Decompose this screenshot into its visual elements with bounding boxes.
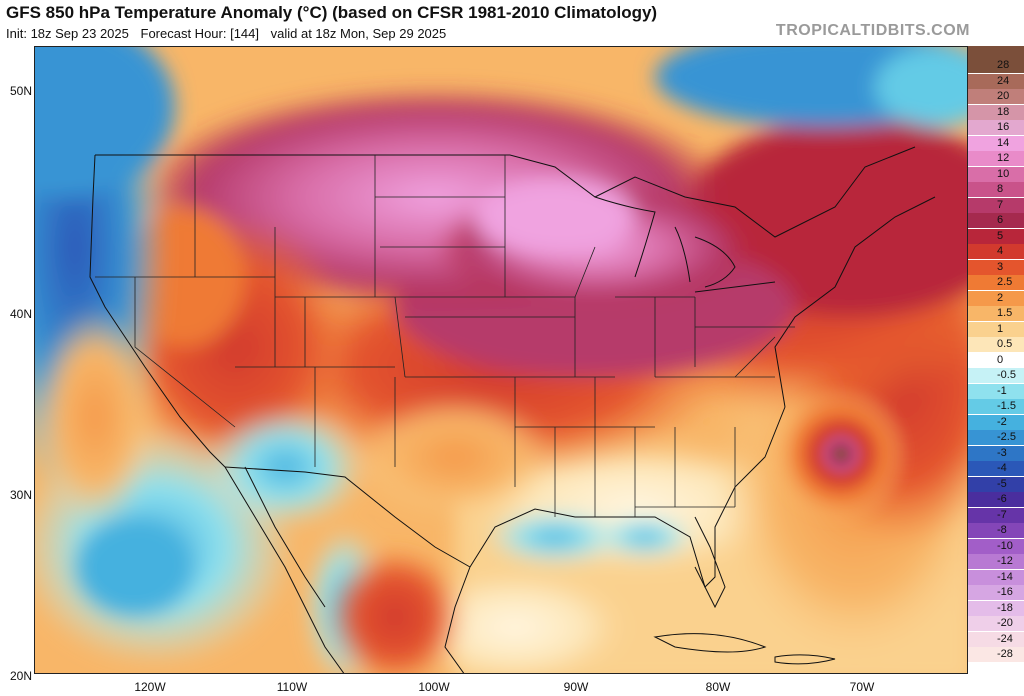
lon-label-110w: 110W: [276, 680, 308, 694]
colorbar-level-label: -14: [997, 570, 1013, 583]
colorbar-level-label: -7: [997, 508, 1007, 521]
colorbar-level-label: 12: [997, 152, 1010, 164]
colorbar-level-label: 7: [997, 198, 1004, 211]
colorbar-level: -2.5: [968, 430, 1024, 445]
colorbar-level: 18: [968, 104, 1024, 120]
colorbar-level: 2: [968, 290, 1024, 306]
colorbar-level: 24: [968, 73, 1024, 89]
colorbar-level-label: -0.5: [997, 369, 1016, 381]
colorbar-level-label: 14: [997, 136, 1010, 149]
colorbar-level: 8: [968, 182, 1024, 197]
colorbar-level-label: -1: [997, 384, 1007, 397]
colorbar-level-label: -20: [997, 617, 1013, 629]
colorbar-level: -16: [968, 585, 1024, 600]
colorbar-level: -24: [968, 631, 1024, 647]
anomaly-map-svg: [35, 47, 967, 673]
colorbar-level: 0.5: [968, 337, 1024, 352]
lon-label-70w: 70W: [849, 680, 875, 694]
colorbar-level: -14: [968, 569, 1024, 585]
valid-time: valid at 18z Mon, Sep 29 2025: [270, 26, 447, 41]
colorbar-level: -10: [968, 538, 1024, 554]
lat-label-20n: 20N: [9, 669, 32, 683]
lon-label-120w: 120W: [134, 680, 166, 694]
colorbar-level: -28: [968, 647, 1024, 662]
colorbar-level-label: 20: [997, 90, 1010, 102]
colorbar-level-label: -6: [997, 493, 1007, 505]
forecast-hour: Forecast Hour: [144]: [140, 26, 260, 41]
colorbar-level-label: 18: [997, 105, 1010, 118]
lat-label-30n: 30N: [9, 488, 32, 502]
colorbar-level-label: -18: [997, 601, 1013, 614]
colorbar-level-label: 6: [997, 214, 1004, 226]
lon-label-80w: 80W: [705, 680, 731, 694]
colorbar-level: -7: [968, 507, 1024, 523]
colorbar-level-label: -5: [997, 477, 1007, 490]
colorbar-level: 5: [968, 228, 1024, 244]
lat-label-50n: 50N: [9, 84, 32, 98]
colorbar-level: -1.5: [968, 399, 1024, 414]
colorbar-level-label: 10: [997, 167, 1010, 180]
anomaly-map: [34, 46, 968, 674]
colorbar-level: 14: [968, 135, 1024, 151]
colorbar-level-label: 0: [997, 353, 1004, 366]
colorbar-level: -5: [968, 476, 1024, 492]
lon-label-100w: 100W: [418, 680, 450, 694]
colorbar-level-label: -3: [997, 446, 1007, 459]
colorbar-level: -4: [968, 461, 1024, 476]
colorbar-level: -2: [968, 414, 1024, 430]
colorbar: 28 24 20 18 16 14 12 10 8 7 6 5 4 3 2.5 2 1.5 1 0.5 0 -0.5 -1…: [968, 46, 1024, 674]
colorbar-level: -18: [968, 600, 1024, 616]
colorbar-level: 6: [968, 213, 1024, 228]
colorbar-level: 4: [968, 244, 1024, 259]
colorbar-level-label: -28: [997, 648, 1013, 660]
colorbar-level-label: -1.5: [997, 400, 1016, 412]
colorbar-level-label: -16: [997, 586, 1013, 598]
colorbar-level: -12: [968, 554, 1024, 569]
colorbar-level-label: -24: [997, 632, 1013, 645]
colorbar-level-label: -8: [997, 524, 1007, 536]
colorbar-level: 1: [968, 321, 1024, 337]
colorbar-level-label: 2.5: [997, 276, 1013, 288]
colorbar-level: 20: [968, 89, 1024, 104]
colorbar-level: 0: [968, 352, 1024, 368]
colorbar-cap: [968, 46, 1024, 58]
colorbar-level-label: -12: [997, 555, 1013, 567]
colorbar-level: 2.5: [968, 275, 1024, 290]
colorbar-level-label: 5: [997, 229, 1004, 242]
colorbar-level-label: 3: [997, 260, 1004, 273]
map-subtitle: Init: 18z Sep 23 2025 Forecast Hour: [14…: [6, 26, 454, 41]
colorbar-level-label: -4: [997, 462, 1007, 474]
colorbar-level: -0.5: [968, 368, 1024, 383]
colorbar-level: 1.5: [968, 306, 1024, 321]
colorbar-level: 16: [968, 120, 1024, 135]
colorbar-level-label: 24: [997, 74, 1010, 87]
lat-label-40n: 40N: [9, 307, 32, 321]
colorbar-level-label: 0.5: [997, 338, 1013, 350]
colorbar-level-label: -2: [997, 415, 1007, 428]
colorbar-level: 28: [968, 58, 1024, 73]
map-title: GFS 850 hPa Temperature Anomaly (°C) (ba…: [6, 3, 658, 22]
colorbar-level: -6: [968, 492, 1024, 507]
site-watermark: TROPICALTIDBITS.COM: [775, 22, 970, 39]
colorbar-level-label: 28: [997, 59, 1010, 71]
colorbar-level: -3: [968, 445, 1024, 461]
colorbar-level-label: 2: [997, 291, 1004, 304]
colorbar-level-label: -10: [997, 539, 1013, 552]
colorbar-level-label: 8: [997, 183, 1004, 195]
colorbar-level-label: 1: [997, 322, 1004, 335]
lon-label-90w: 90W: [563, 680, 589, 694]
colorbar-level: 3: [968, 259, 1024, 275]
colorbar-level: 10: [968, 166, 1024, 182]
colorbar-level-label: -2.5: [997, 431, 1016, 443]
colorbar-level-label: 4: [997, 245, 1004, 257]
colorbar-level: -8: [968, 523, 1024, 538]
colorbar-level: 12: [968, 151, 1024, 166]
init-time: Init: 18z Sep 23 2025: [6, 26, 129, 41]
colorbar-level: -20: [968, 616, 1024, 631]
colorbar-level-label: 16: [997, 121, 1010, 133]
colorbar-level: 7: [968, 197, 1024, 213]
colorbar-level: -1: [968, 383, 1024, 399]
colorbar-level-label: 1.5: [997, 307, 1013, 319]
